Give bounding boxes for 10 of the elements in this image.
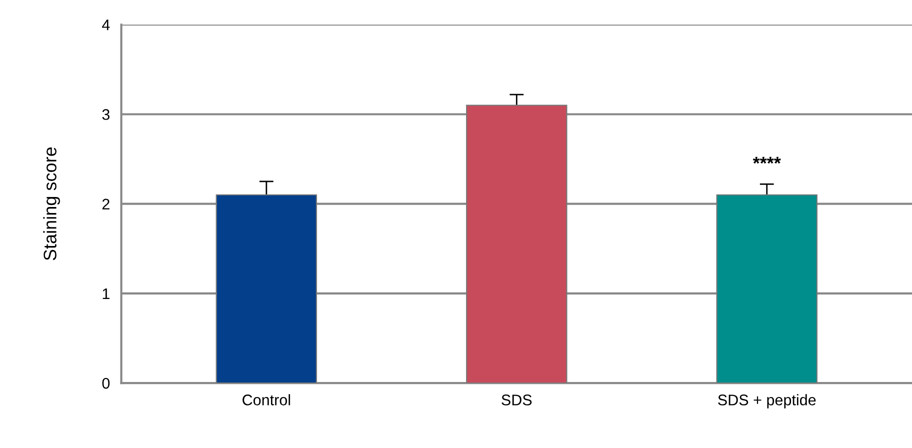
y-tick-label: 2 <box>102 198 110 210</box>
x-tick-label: SDS <box>502 394 532 406</box>
y-tick-label: 1 <box>102 288 110 299</box>
y-axis-title: Staining score <box>43 147 60 260</box>
annotation: **** <box>752 156 781 164</box>
x-tick-label: Control <box>242 394 290 406</box>
y-tick-label: 0 <box>102 378 110 389</box>
y-tick-label: 4 <box>102 20 110 30</box>
y-tick-label: 3 <box>102 109 110 120</box>
x-tick-label: SDS + peptide <box>718 394 816 408</box>
